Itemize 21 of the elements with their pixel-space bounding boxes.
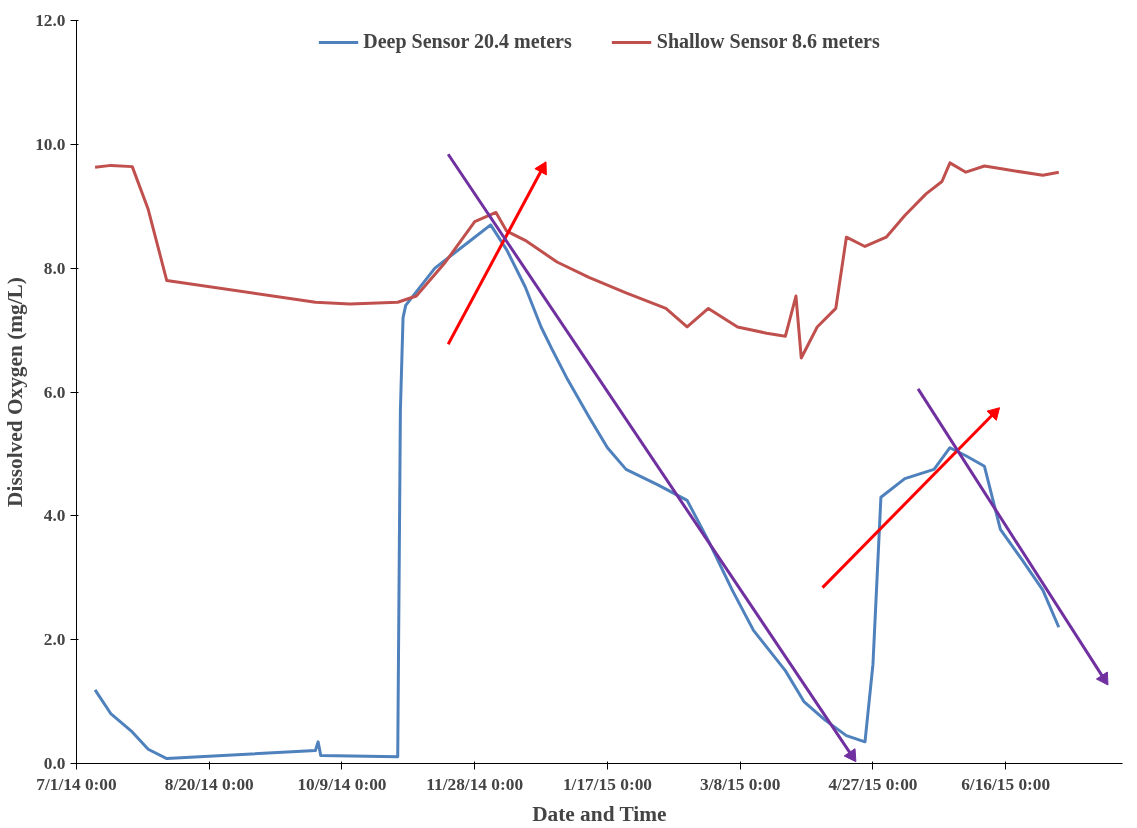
y-tick-label: 2.0: [43, 630, 66, 650]
legend-label: Shallow Sensor 8.6 meters: [656, 30, 880, 53]
legend-label: Deep Sensor 20.4 meters: [363, 30, 572, 53]
x-tick-label: 6/16/15 0:00: [961, 774, 1051, 794]
x-tick-label: 1/17/15 0:00: [562, 774, 652, 794]
x-tick-label: 10/9/14 0:00: [297, 774, 387, 794]
x-tick-label: 7/1/14 0:00: [36, 774, 117, 794]
x-tick-label: 3/8/15 0:00: [700, 774, 781, 794]
x-tick-label: 8/20/14 0:00: [164, 774, 254, 794]
y-tick-label: 8.0: [43, 258, 66, 278]
y-axis-title: Dissolved Oxygen (mg/L): [3, 277, 28, 507]
y-tick-label: 12.0: [35, 11, 66, 30]
x-tick-label: 4/27/15 0:00: [828, 774, 918, 794]
x-tick-label: 11/28/14 0:00: [426, 774, 524, 794]
y-tick-label: 0.0: [43, 754, 66, 773]
y-tick-label: 4.0: [43, 506, 66, 526]
y-tick-label: 6.0: [43, 382, 66, 402]
line-series: [93, 223, 1061, 761]
line-series: [93, 161, 1061, 360]
x-axis-title: Date and Time: [532, 801, 667, 826]
y-tick-label: 10.0: [35, 134, 66, 154]
